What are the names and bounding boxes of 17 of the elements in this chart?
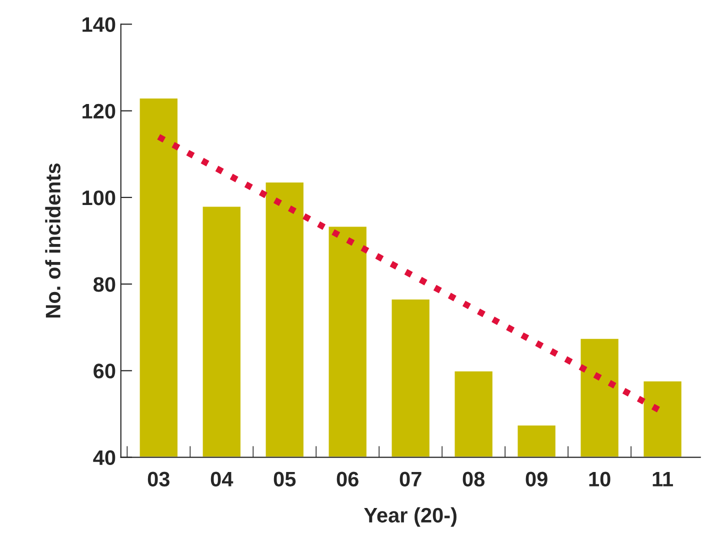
x-tick-label: 05 <box>274 472 296 486</box>
y-tick-label: 80 <box>94 277 116 292</box>
y-tick-label: 100 <box>82 190 116 206</box>
x-tick-label: 06 <box>336 472 358 486</box>
x-tick-label: 03 <box>148 472 170 487</box>
x-tick-label: 10 <box>589 472 610 486</box>
y-tick-label: 140 <box>82 17 116 32</box>
x-tick-label: 07 <box>400 472 422 486</box>
x-tick-label: 08 <box>462 472 485 486</box>
x-axis-title: Year (20-) <box>364 507 456 527</box>
y-tick-label: 60 <box>94 364 116 378</box>
y-tick-label: 120 <box>82 104 116 119</box>
y-tick-label: 40 <box>93 450 116 466</box>
x-tick-label: 04 <box>210 472 234 486</box>
x-tick-label: 09 <box>526 472 548 486</box>
y-axis-title: No. of incidents <box>45 163 60 318</box>
x-tick-label: 11 <box>652 472 673 486</box>
